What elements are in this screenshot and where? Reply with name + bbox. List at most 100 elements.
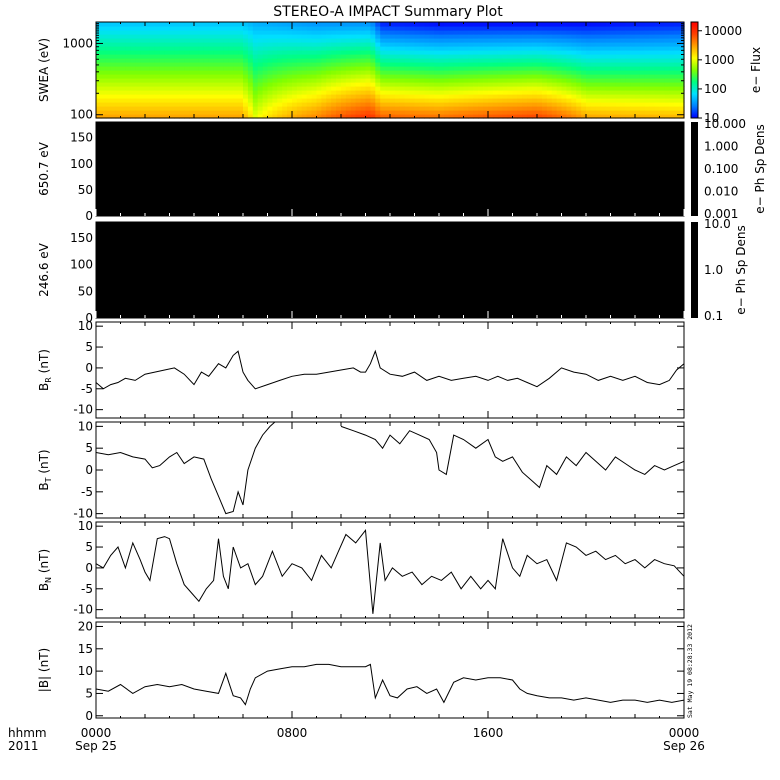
heatmap-cell bbox=[424, 98, 430, 103]
heatmap-cell bbox=[541, 38, 548, 43]
heatmap-cell bbox=[497, 54, 504, 59]
heatmap-cell bbox=[370, 74, 376, 79]
heatmap-cell bbox=[448, 66, 455, 71]
heatmap-cell bbox=[414, 82, 420, 87]
heatmap-cell bbox=[115, 30, 122, 35]
heatmap-cell bbox=[262, 30, 269, 35]
heatmap-cell bbox=[341, 22, 347, 27]
heatmap-cell bbox=[301, 78, 308, 83]
heatmap-cell bbox=[448, 34, 455, 39]
heatmap-cell bbox=[419, 70, 425, 75]
heatmap-cell bbox=[208, 78, 215, 83]
colorbar-tick-label: 1000 bbox=[704, 53, 735, 67]
heatmap-cell bbox=[140, 90, 146, 95]
heatmap-cell bbox=[448, 70, 455, 75]
heatmap-cell bbox=[610, 70, 616, 75]
heatmap-cell bbox=[434, 58, 440, 63]
heatmap-cell bbox=[635, 38, 641, 43]
heatmap-cell bbox=[169, 106, 175, 111]
colorbar-label: e− Ph Sp Dens bbox=[734, 225, 748, 314]
heatmap-cell bbox=[659, 86, 665, 91]
heatmap-cell bbox=[679, 66, 685, 71]
heatmap-cell bbox=[654, 62, 661, 67]
heatmap-cell bbox=[233, 26, 239, 31]
heatmap-cell bbox=[394, 94, 401, 99]
heatmap-cell bbox=[512, 46, 518, 51]
heatmap-cell bbox=[488, 74, 494, 79]
heatmap-cell bbox=[561, 30, 567, 35]
heatmap-cell bbox=[149, 74, 156, 79]
heatmap-cell bbox=[189, 90, 195, 95]
heatmap-cell bbox=[468, 90, 474, 95]
heatmap-cell bbox=[556, 26, 563, 31]
heatmap-cell bbox=[105, 26, 112, 31]
heatmap-cell bbox=[385, 34, 391, 39]
heatmap-cell bbox=[277, 46, 283, 51]
heatmap-cell bbox=[218, 102, 224, 107]
heatmap-cell bbox=[443, 34, 450, 39]
heatmap-cell bbox=[385, 102, 391, 107]
heatmap-cell bbox=[595, 22, 602, 27]
heatmap-cell bbox=[326, 46, 332, 51]
heatmap-cell bbox=[620, 82, 626, 87]
heatmap-cell bbox=[448, 50, 455, 55]
heatmap-cell bbox=[414, 38, 420, 43]
heatmap-cell bbox=[130, 34, 136, 39]
heatmap-cell bbox=[546, 42, 553, 47]
heatmap-cell bbox=[507, 74, 514, 79]
heatmap-cell bbox=[488, 66, 494, 71]
heatmap-cell bbox=[262, 26, 269, 31]
heatmap-cell bbox=[238, 26, 244, 31]
heatmap-cell bbox=[194, 22, 200, 27]
heatmap-cell bbox=[644, 90, 651, 95]
heatmap-cell bbox=[639, 86, 646, 91]
heatmap-cell bbox=[130, 54, 136, 59]
heatmap-cell bbox=[679, 90, 685, 95]
heatmap-cell bbox=[478, 106, 484, 111]
heatmap-cell bbox=[306, 62, 313, 67]
heatmap-cell bbox=[380, 102, 386, 107]
heatmap-cell bbox=[267, 66, 273, 71]
heatmap-cell bbox=[100, 82, 107, 87]
heatmap-cell bbox=[365, 34, 371, 39]
heatmap-cell bbox=[468, 94, 474, 99]
heatmap-cell bbox=[541, 86, 548, 91]
heatmap-cell bbox=[639, 38, 646, 43]
heatmap-cell bbox=[419, 78, 425, 83]
heatmap-cell bbox=[488, 86, 494, 91]
heatmap-cell bbox=[419, 74, 425, 79]
heatmap-cell bbox=[277, 50, 283, 55]
heatmap-cell bbox=[140, 46, 146, 51]
heatmap-cell bbox=[179, 50, 185, 55]
heatmap-cell bbox=[311, 78, 318, 83]
heatmap-cell bbox=[341, 58, 347, 63]
heatmap-cell bbox=[394, 78, 401, 83]
heatmap-cell bbox=[390, 38, 396, 43]
heatmap-cell bbox=[566, 66, 572, 71]
heatmap-cell bbox=[659, 74, 665, 79]
heatmap-cell bbox=[345, 62, 352, 67]
heatmap-cell bbox=[541, 94, 548, 99]
heatmap-cell bbox=[360, 34, 367, 39]
heatmap-cell bbox=[497, 114, 504, 119]
heatmap-cell bbox=[586, 58, 592, 63]
heatmap-cell bbox=[517, 30, 523, 35]
heatmap-cell bbox=[571, 30, 577, 35]
heatmap-cell bbox=[296, 70, 303, 75]
heatmap-cell bbox=[336, 54, 342, 59]
heatmap-cell bbox=[228, 114, 234, 119]
heatmap-cell bbox=[527, 106, 533, 111]
heatmap-cell bbox=[566, 90, 572, 95]
heatmap-cell bbox=[355, 42, 362, 47]
heatmap-cell bbox=[571, 66, 577, 71]
heatmap-cell bbox=[507, 98, 514, 103]
heatmap-cell bbox=[189, 66, 195, 71]
heatmap-cell bbox=[287, 110, 293, 115]
heatmap-cell bbox=[375, 58, 381, 63]
heatmap-cell bbox=[365, 74, 371, 79]
heatmap-cell bbox=[174, 110, 180, 115]
heatmap-cell bbox=[385, 46, 391, 51]
heatmap-cell bbox=[110, 82, 117, 87]
heatmap-cell bbox=[522, 58, 528, 63]
heatmap-cell bbox=[228, 78, 234, 83]
